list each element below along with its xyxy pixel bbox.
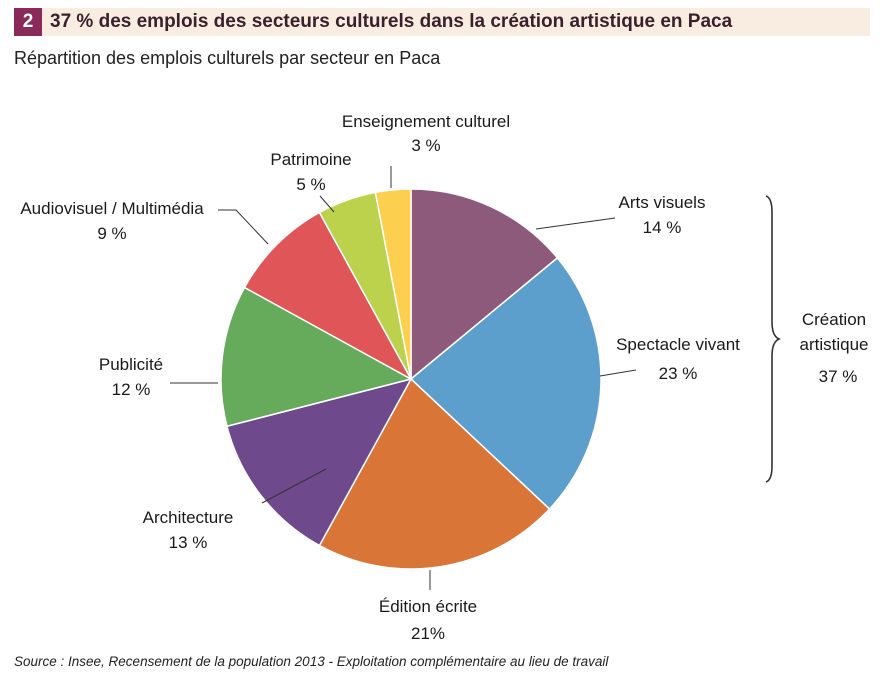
group-label-line1: Création bbox=[802, 310, 866, 329]
pie-slice-architecture bbox=[226, 377, 413, 547]
group-value-label: 37 % bbox=[819, 367, 858, 386]
pie-slices bbox=[220, 188, 602, 570]
pie-slice-edition-ecrite bbox=[318, 377, 551, 570]
slice-labels: Arts visuels 14 % Spectacle vivant 23 % Édit… bbox=[20, 112, 740, 643]
leader-line-audiovisuel-multimedia bbox=[218, 209, 269, 245]
leader-line-arts-visuels bbox=[535, 217, 616, 230]
slice-value-enseignement-culturel: 3 % bbox=[411, 136, 440, 155]
leader-line-spectacle-vivant bbox=[599, 369, 637, 377]
slice-label-edition-ecrite: Édition écrite bbox=[379, 597, 477, 616]
slice-value-architecture: 13 % bbox=[169, 533, 208, 552]
figure-title-bar: 2 37 % des emplois des secteurs culturel… bbox=[14, 8, 870, 36]
pie-slice-audiovisuel-multimedia bbox=[243, 211, 413, 381]
slice-label-arts-visuels: Arts visuels bbox=[619, 193, 706, 212]
slice-value-edition-ecrite: 21% bbox=[411, 624, 445, 643]
chart-subtitle: Répartition des emplois culturels par se… bbox=[14, 48, 441, 68]
slice-value-audiovisuel-multimedia: 9 % bbox=[97, 224, 126, 243]
slice-value-patrimoine: 5 % bbox=[296, 175, 325, 194]
slice-value-publicite: 12 % bbox=[112, 380, 151, 399]
leader-line-architecture bbox=[261, 468, 327, 504]
group-label-line2: artistique bbox=[800, 335, 869, 354]
pie-slice-spectacle-vivant bbox=[409, 256, 602, 511]
slice-label-architecture: Architecture bbox=[143, 508, 234, 527]
slice-label-spectacle-vivant: Spectacle vivant bbox=[616, 335, 740, 354]
group-brace bbox=[765, 195, 782, 483]
leader-lines bbox=[170, 166, 637, 590]
pie-slice-arts-visuels bbox=[410, 188, 559, 381]
slice-label-publicite: Publicité bbox=[99, 355, 163, 374]
slice-label-audiovisuel-multimedia: Audiovisuel / Multimédia bbox=[20, 199, 204, 218]
slice-value-arts-visuels: 14 % bbox=[643, 218, 682, 237]
slice-label-patrimoine: Patrimoine bbox=[270, 150, 351, 169]
chart-source: Source : Insee, Recensement de la popula… bbox=[14, 654, 609, 669]
pie-slice-enseignement-culturel bbox=[374, 188, 412, 380]
figure-number: 2 bbox=[14, 8, 42, 36]
figure-title: 37 % des emplois des secteurs culturels … bbox=[50, 11, 733, 32]
slice-value-spectacle-vivant: 23 % bbox=[659, 364, 698, 383]
slice-label-enseignement-culturel: Enseignement culturel bbox=[342, 112, 510, 131]
leader-line-patrimoine bbox=[319, 195, 335, 213]
pie-slice-publicite bbox=[220, 286, 414, 428]
